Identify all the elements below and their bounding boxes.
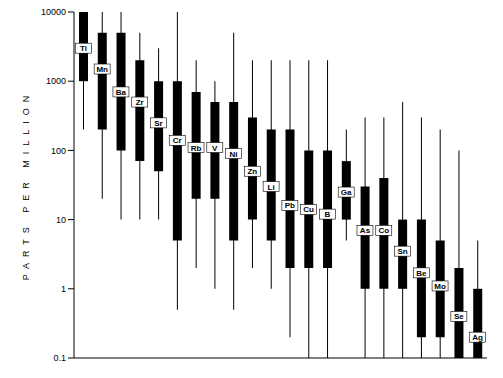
svg-text:Rb: Rb <box>191 144 202 153</box>
svg-text:Mn: Mn <box>96 65 108 74</box>
svg-text:Mo: Mo <box>434 282 446 291</box>
svg-text:Ni: Ni <box>230 150 238 159</box>
svg-text:Pb: Pb <box>285 201 295 210</box>
svg-text:0.1: 0.1 <box>53 353 66 363</box>
svg-text:Be: Be <box>416 269 427 278</box>
svg-text:Sr: Sr <box>154 119 162 128</box>
svg-text:Li: Li <box>268 183 275 192</box>
svg-text:Se: Se <box>454 312 464 321</box>
svg-text:Cr: Cr <box>173 136 182 145</box>
svg-text:Ag: Ag <box>472 333 483 342</box>
svg-text:Sn: Sn <box>397 247 407 256</box>
svg-text:PARTS PER MILLION: PARTS PER MILLION <box>21 90 31 281</box>
svg-text:Ti: Ti <box>80 44 87 53</box>
svg-text:Zn: Zn <box>247 167 257 176</box>
svg-text:B: B <box>325 210 331 219</box>
svg-text:10000: 10000 <box>41 8 66 17</box>
svg-text:Ga: Ga <box>341 188 352 197</box>
svg-text:Ba: Ba <box>116 88 127 97</box>
svg-text:10: 10 <box>56 215 66 225</box>
svg-text:Co: Co <box>378 226 389 235</box>
svg-text:V: V <box>212 144 218 153</box>
svg-text:1: 1 <box>61 284 66 294</box>
svg-text:Cu: Cu <box>303 205 314 214</box>
svg-text:As: As <box>360 226 371 235</box>
svg-text:100: 100 <box>51 146 66 156</box>
svg-text:1000: 1000 <box>46 76 66 86</box>
svg-text:Zr: Zr <box>136 98 144 107</box>
